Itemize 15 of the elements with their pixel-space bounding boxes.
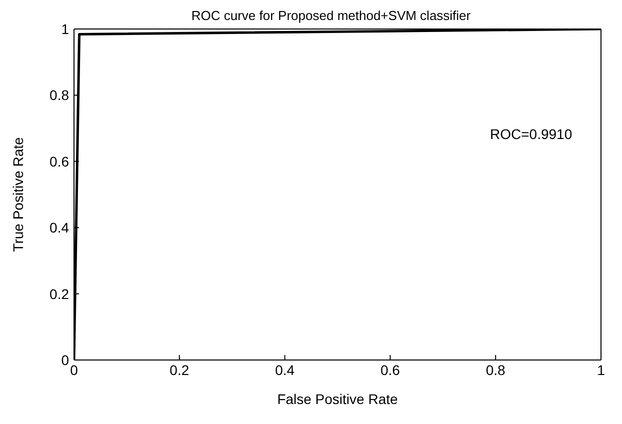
x-tick-label: 0.2: [170, 362, 190, 378]
y-tick-label: 0.2: [50, 286, 70, 302]
x-axis-title: False Positive Rate: [277, 391, 398, 407]
y-tick-label: 0.8: [50, 87, 70, 104]
y-tick-label: 1: [61, 20, 70, 37]
chart-title: ROC curve for Proposed method+SVM classifier: [191, 8, 471, 23]
y-tick-label: 0: [61, 352, 70, 368]
y-axis-title: True Positive Rate: [10, 136, 26, 252]
annotation: ROC=0.9910: [490, 126, 572, 142]
y-tick-label: 0.4: [50, 220, 70, 236]
x-tick-label: 0.4: [275, 362, 295, 378]
y-tick-label: 0.6: [50, 153, 70, 170]
x-tick-label: 0.8: [486, 362, 506, 378]
x-tick-label: 1: [597, 362, 606, 378]
x-tick-label: 0.6: [380, 362, 400, 378]
